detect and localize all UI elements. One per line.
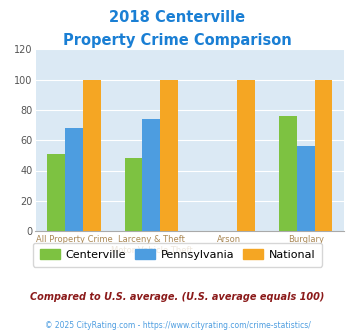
- Bar: [297, 146, 315, 231]
- Bar: [142, 119, 160, 231]
- Bar: [160, 80, 178, 231]
- Bar: [237, 80, 255, 231]
- Text: 2018 Centerville: 2018 Centerville: [109, 10, 246, 25]
- Text: Compared to U.S. average. (U.S. average equals 100): Compared to U.S. average. (U.S. average …: [30, 292, 325, 302]
- Text: © 2025 CityRating.com - https://www.cityrating.com/crime-statistics/: © 2025 CityRating.com - https://www.city…: [45, 321, 310, 330]
- Legend: Centerville, Pennsylvania, National: Centerville, Pennsylvania, National: [33, 243, 322, 267]
- Bar: [48, 154, 65, 231]
- Bar: [125, 158, 142, 231]
- Bar: [83, 80, 101, 231]
- Text: Property Crime Comparison: Property Crime Comparison: [63, 33, 292, 48]
- Bar: [65, 128, 83, 231]
- Bar: [315, 80, 332, 231]
- Bar: [279, 116, 297, 231]
